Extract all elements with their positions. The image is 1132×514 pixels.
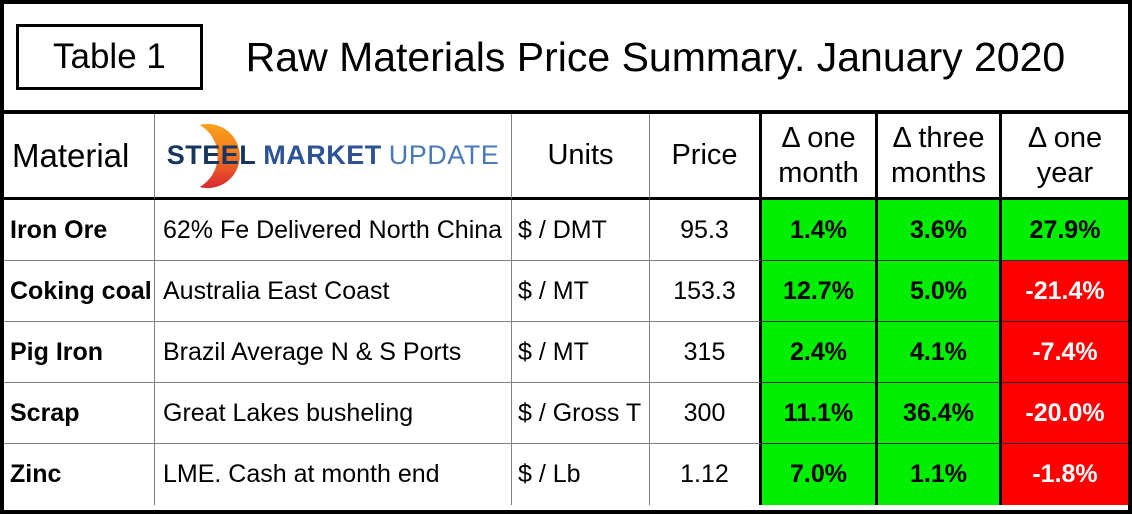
- delta-three-months-cell: 3.6%: [878, 200, 1002, 261]
- column-header-price: Price: [650, 114, 762, 200]
- page-title: Raw Materials Price Summary. January 202…: [245, 33, 1066, 80]
- delta-three-months-cell: 1.1%: [878, 444, 1002, 505]
- delta-one-month-cell: 7.0%: [762, 444, 878, 505]
- units-cell: $ / DMT: [512, 200, 650, 261]
- delta-one-year-cell: -1.8%: [1002, 444, 1128, 505]
- description-cell: Brazil Average N & S Ports: [155, 322, 512, 383]
- delta-three-months-cell: 4.1%: [878, 322, 1002, 383]
- steel-market-update-logo: STEEL MARKET UPDATE: [167, 116, 500, 196]
- column-header-delta-one-year: Δ one year: [1002, 114, 1128, 200]
- description-cell: LME. Cash at month end: [155, 444, 512, 505]
- delta-three-months-cell: 36.4%: [878, 383, 1002, 444]
- delta-one-month-cell: 12.7%: [762, 261, 878, 322]
- material-cell: Pig Iron: [4, 322, 155, 383]
- column-header-units: Units: [512, 114, 650, 200]
- description-cell: Australia East Coast: [155, 261, 512, 322]
- price-cell: 315: [650, 322, 762, 383]
- crescent-swoosh-icon: [199, 123, 240, 188]
- delta-one-month-cell: 11.1%: [762, 383, 878, 444]
- material-cell: Zinc: [4, 444, 155, 505]
- column-header-delta-one-month: Δ one month: [762, 114, 878, 200]
- table-number-label: Table 1: [16, 24, 203, 90]
- units-cell: $ / Gross T: [512, 383, 650, 444]
- delta-one-month-cell: 1.4%: [762, 200, 878, 261]
- price-summary-table: Material STEEL MARKET UPDAT: [4, 114, 1128, 505]
- price-cell: 95.3: [650, 200, 762, 261]
- material-cell: Iron Ore: [4, 200, 155, 261]
- description-cell: Great Lakes busheling: [155, 383, 512, 444]
- column-header-logo: STEEL MARKET UPDATE: [155, 114, 512, 200]
- delta-three-months-cell: 5.0%: [878, 261, 1002, 322]
- logo-word-steel: STEEL: [166, 140, 257, 170]
- title-band: Table 1 Raw Materials Price Summary. Jan…: [4, 4, 1128, 114]
- units-cell: $ / MT: [512, 261, 650, 322]
- units-cell: $ / Lb: [512, 444, 650, 505]
- material-cell: Scrap: [4, 383, 155, 444]
- column-header-delta-three-months: Δ three months: [878, 114, 1002, 200]
- delta-one-month-cell: 2.4%: [762, 322, 878, 383]
- delta-one-year-cell: -20.0%: [1002, 383, 1128, 444]
- delta-one-year-cell: 27.9%: [1002, 200, 1128, 261]
- material-cell: Coking coal: [4, 261, 155, 322]
- units-cell: $ / MT: [512, 322, 650, 383]
- logo-word-market: MARKET: [263, 140, 382, 170]
- column-header-material: Material: [4, 114, 155, 200]
- delta-one-year-cell: -7.4%: [1002, 322, 1128, 383]
- logo-text: STEEL MARKET UPDATE: [167, 140, 500, 171]
- delta-one-year-cell: -21.4%: [1002, 261, 1128, 322]
- logo-word-update: UPDATE: [388, 140, 500, 170]
- price-cell: 1.12: [650, 444, 762, 505]
- price-cell: 153.3: [650, 261, 762, 322]
- description-cell: 62% Fe Delivered North China: [155, 200, 512, 261]
- price-cell: 300: [650, 383, 762, 444]
